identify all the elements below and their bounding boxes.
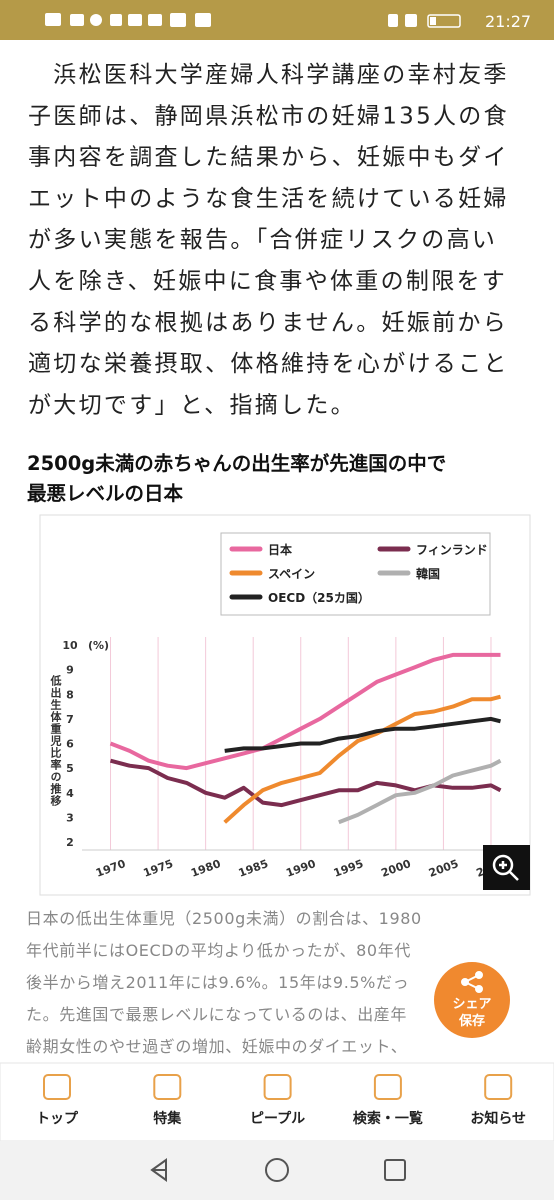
legend-label: 日本 bbox=[268, 542, 292, 557]
paragraph-line: 子医師は、静岡県浜松市の妊婦135人の食 bbox=[28, 103, 509, 129]
share-label: 保存 bbox=[458, 1013, 485, 1029]
zoom-button[interactable] bbox=[483, 845, 530, 890]
nav-label: トップ bbox=[36, 1111, 79, 1127]
paragraph-line: が大切です」と、指摘した。 bbox=[28, 392, 356, 418]
recents-button[interactable] bbox=[384, 1159, 406, 1181]
y-tick-label: 8 bbox=[66, 688, 74, 701]
y-unit: (%) bbox=[88, 639, 109, 652]
y-tick-label: 6 bbox=[66, 738, 74, 751]
bottom-nav-items: トップ 特集 ピープル 検索・一覧 お知らせ bbox=[36, 1074, 526, 1127]
status-time: 21:27 bbox=[485, 12, 531, 31]
y-tick-label: 7 bbox=[66, 713, 74, 726]
article-paragraph: 浜松医科大学産婦人科学講座の幸村友季子医師は、静岡県浜松市の妊婦135人の食事内… bbox=[28, 62, 509, 418]
caption: 日本の低出生体重児（2500g未満）の割合は、1980 年代前半にはOECDの平均… bbox=[26, 909, 422, 1056]
nav-icon bbox=[153, 1074, 182, 1100]
nav-label: お知らせ bbox=[470, 1110, 526, 1127]
nav-icon bbox=[263, 1074, 292, 1100]
legend-label: OECD（25カ国） bbox=[268, 590, 370, 605]
system-nav bbox=[0, 1141, 554, 1200]
paragraph-line: が多い実態を報告。「合併症リスクの高い bbox=[28, 227, 497, 253]
back-button[interactable] bbox=[150, 1158, 167, 1182]
chart-heading-line: 最悪レベルの日本 bbox=[27, 482, 184, 505]
nav-label: 検索・一覧 bbox=[353, 1110, 423, 1127]
series-line bbox=[109, 758, 502, 808]
caption-line: 日本の低出生体重児（2500g未満）の割合は、1980 bbox=[26, 909, 422, 928]
y-tick-label: 5 bbox=[66, 762, 74, 775]
paragraph-line: る科学的な根拠はありません。妊娠前から bbox=[28, 310, 508, 336]
caption-line: 齢期女性のやせ過ぎの増加、妊娠中のダイエット、 bbox=[26, 1037, 407, 1056]
y-tick-label: 9 bbox=[66, 664, 74, 677]
zoom-icon bbox=[492, 854, 519, 881]
legend-box bbox=[220, 532, 491, 616]
series-line bbox=[224, 716, 501, 753]
y-tick-label: 2 bbox=[66, 836, 74, 849]
y-tick-label: 3 bbox=[66, 811, 74, 824]
home-button[interactable] bbox=[265, 1158, 289, 1182]
legend-label: 韓国 bbox=[416, 566, 440, 581]
nav-icon bbox=[484, 1074, 513, 1100]
caption-line: た。先進国で最悪レベルになっているのは、出産年 bbox=[26, 1005, 407, 1024]
y-axis-title: 低出生体重児比率の推移 bbox=[49, 674, 63, 807]
legend-label: フィンランド bbox=[416, 543, 488, 557]
share-label: シェア bbox=[452, 997, 491, 1012]
caption-line: 年代前半にはOECDの平均より低かったが、80年代 bbox=[26, 941, 411, 960]
status-icons bbox=[45, 13, 461, 28]
y-tick-label: 4 bbox=[66, 787, 74, 800]
y-tick-label: 10 bbox=[62, 639, 78, 652]
caption-line: 後半から増え2011年には9.6%。15年は9.5%だっ bbox=[26, 973, 409, 992]
paragraph-line: 人を除き、妊娠中に食事や体重の制限をす bbox=[28, 269, 507, 295]
chart-heading-line: 2500g未満の赤ちゃんの出生率が先進国の中で bbox=[27, 452, 446, 475]
series-line bbox=[338, 758, 502, 825]
paragraph-line: 適切な栄養摂取、体格維持を心がけること bbox=[28, 351, 509, 377]
nav-icon bbox=[43, 1074, 71, 1100]
share-button[interactable] bbox=[434, 962, 510, 1038]
paragraph-line: 浜松医科大学産婦人科学講座の幸村友季 bbox=[28, 62, 509, 88]
paragraph-line: エット中のような食生活を続けている妊婦 bbox=[28, 186, 509, 212]
nav-icon bbox=[373, 1074, 402, 1100]
nav-label: 特集 bbox=[153, 1110, 182, 1127]
series-line bbox=[223, 694, 502, 824]
paragraph-line: 事内容を調査した結果から、妊娠中もダイ bbox=[28, 145, 509, 171]
legend-label: スペイン bbox=[268, 567, 315, 581]
nav-label: ピープル bbox=[250, 1111, 305, 1127]
share-icon bbox=[461, 971, 483, 993]
series-line bbox=[109, 652, 501, 771]
